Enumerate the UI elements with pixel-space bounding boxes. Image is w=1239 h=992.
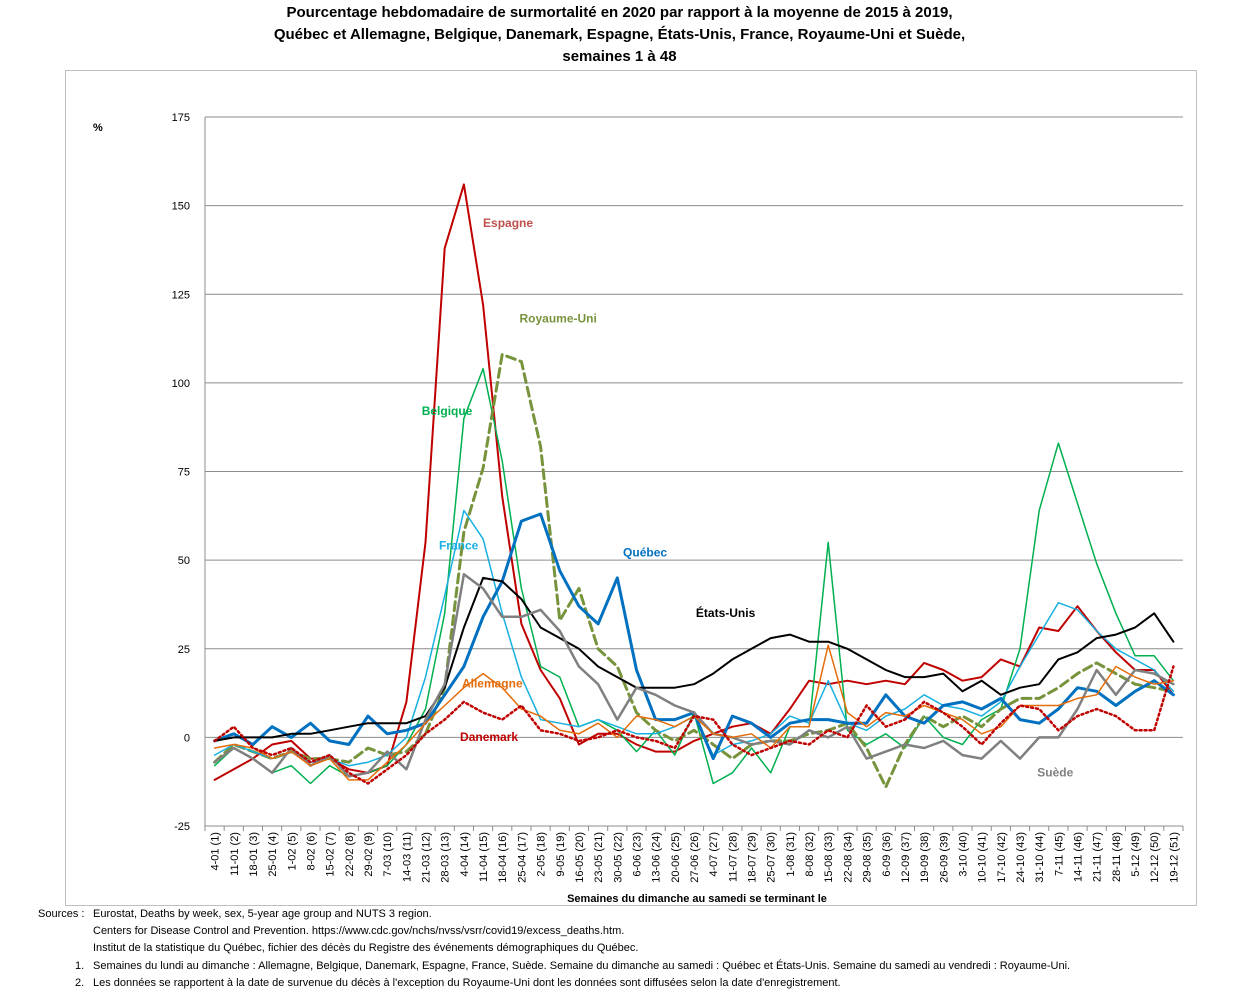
- source-eurostat: Eurostat, Deaths by week, sex, 5-year ag…: [93, 908, 432, 920]
- y-tick-label: 75: [178, 467, 190, 479]
- x-tick-label: 19-12 (51): [1168, 832, 1180, 883]
- x-tick-label: 25-07 (30): [766, 832, 778, 883]
- x-tick-label: 12-09 (37): [900, 832, 912, 883]
- x-tick-label: 4-07 (27): [708, 832, 720, 877]
- x-tick-label: 15-02 (7): [325, 832, 337, 877]
- x-tick-label: 24-10 (43): [1015, 832, 1027, 883]
- y-tick-label: 0: [184, 732, 190, 744]
- x-tick-label: 18-07 (29): [747, 832, 759, 883]
- x-tick-label: 2-05 (18): [536, 832, 548, 877]
- x-tick-label: 22-08 (34): [842, 832, 854, 883]
- chart-frame: [65, 70, 1197, 906]
- x-tick-label: 4-04 (14): [459, 832, 471, 877]
- x-tick-label: 1-08 (31): [785, 832, 797, 877]
- x-tick-label: 29-08 (35): [862, 832, 874, 883]
- x-tick-label: 25-04 (17): [516, 832, 528, 883]
- sources-label: Sources :: [38, 908, 85, 920]
- x-tick-label: 17-10 (42): [996, 832, 1008, 883]
- x-tick-label: 21-11 (47): [1092, 832, 1104, 882]
- x-tick-label: 23-05 (21): [593, 832, 605, 883]
- x-tick-label: 31-10 (44): [1034, 832, 1046, 883]
- x-tick-label: 27-06 (26): [689, 832, 701, 883]
- x-tick-label: 3-10 (40): [957, 832, 969, 877]
- chart-title-line-2: Québec et Allemagne, Belgique, Danemark,…: [273, 26, 966, 43]
- x-tick-label: 16-05 (20): [574, 832, 586, 883]
- x-tick-label: 12-12 (50): [1149, 832, 1161, 883]
- y-tick-label: 100: [172, 378, 190, 390]
- x-tick-label: 21-03 (12): [421, 832, 433, 883]
- series-label-royaume-uni: Royaume-Uni: [519, 312, 596, 326]
- x-tick-label: 26-09 (39): [938, 832, 950, 883]
- x-tick-label: 14-03 (11): [401, 832, 413, 882]
- series-line-espagne: [213, 183, 1175, 781]
- series-labels: Espagne Belgique Royaume-Uni France Québec Ét…: [422, 216, 1074, 779]
- series-line-france: [213, 509, 1175, 767]
- y-tick-label: -25: [174, 821, 190, 833]
- source-isq: Institut de la statistique du Québec, fi…: [93, 942, 639, 954]
- series-lines: [213, 183, 1175, 789]
- series-line-etats-unis: [213, 576, 1175, 742]
- y-tick-label: 125: [172, 289, 190, 301]
- note-2: Les données se rapportent à la date de s…: [93, 977, 841, 989]
- x-axis: 4-01 (1) 11-01 (2) 18-01 (3) 25-01 (4) 1-02 …: [204, 117, 1184, 883]
- y-tick-label: 25: [178, 644, 190, 656]
- x-tick-label: 10-10 (41): [977, 832, 989, 883]
- line-chart: -25 0 25 50 75 100 125 150 175 4-01 (1) 11-01 (2)…: [93, 112, 1184, 905]
- series-line-royaume-uni: [213, 353, 1175, 789]
- series-label-france: France: [439, 538, 479, 552]
- series-label-suede: Suède: [1037, 765, 1073, 779]
- x-tick-label: 11-07 (28): [727, 832, 739, 882]
- series-label-allemagne: Allemagne: [462, 677, 523, 691]
- x-tick-label: 9-05 (19): [555, 832, 567, 877]
- series-line-danemark: [213, 665, 1175, 785]
- x-tick-label: 1-02 (5): [286, 832, 298, 871]
- x-tick-label: 14-11 (46): [1073, 832, 1085, 882]
- y-tick-label: 150: [172, 201, 190, 213]
- x-tick-label: 19-09 (38): [919, 832, 931, 883]
- chart-title-line-1: Pourcentage hebdomadaire de surmortalité…: [286, 4, 953, 21]
- x-tick-label: 18-01 (3): [248, 832, 260, 877]
- x-tick-label: 30-05 (22): [612, 832, 624, 883]
- chart-title: Pourcentage hebdomadaire de surmortalité…: [0, 2, 1239, 68]
- series-label-quebec: Québec: [623, 546, 667, 560]
- x-tick-label: 5-12 (49): [1130, 832, 1142, 877]
- y-tick-label: 50: [178, 555, 190, 567]
- series-line-suede: [213, 573, 1175, 778]
- chart-title-line-3: semaines 1 à 48: [562, 48, 677, 65]
- series-label-espagne: Espagne: [483, 216, 533, 230]
- x-tick-label: 8-02 (6): [305, 832, 317, 871]
- series-label-belgique: Belgique: [422, 404, 473, 418]
- x-tick-label: 4-01 (1): [210, 832, 222, 871]
- x-tick-label: 15-08 (33): [823, 832, 835, 883]
- x-tick-label: 11-01 (2): [229, 832, 241, 876]
- x-tick-label: 20-06 (25): [670, 832, 682, 883]
- x-tick-label: 29-02 (9): [363, 832, 375, 877]
- note-1-number: 1.: [75, 960, 85, 972]
- x-tick-label: 28-11 (48): [1111, 832, 1123, 882]
- x-tick-label: 8-08 (32): [804, 832, 816, 877]
- y-axis-ticks: -25 0 25 50 75 100 125 150 175: [172, 112, 190, 833]
- note-1: Semaines du lundi au dimanche : Allemagn…: [93, 960, 1071, 972]
- x-tick-label: 18-04 (16): [497, 832, 509, 883]
- series-label-danemark: Danemark: [460, 730, 518, 744]
- y-axis-label: %: [93, 122, 103, 134]
- x-tick-label: 6-09 (36): [881, 832, 893, 877]
- x-tick-label: 11-04 (15): [478, 832, 490, 882]
- x-tick-label: 7-11 (45): [1053, 832, 1065, 876]
- x-tick-label: 13-06 (24): [651, 832, 663, 883]
- x-tick-label: 7-03 (10): [382, 832, 394, 877]
- x-axis-label: Semaines du dimanche au samedi se termin…: [567, 893, 827, 905]
- grid-lines: [205, 116, 1183, 827]
- x-tick-label: 6-06 (23): [631, 832, 643, 877]
- x-tick-label: 22-02 (8): [344, 832, 356, 877]
- series-line-quebec: [213, 512, 1175, 761]
- note-2-number: 2.: [75, 977, 85, 989]
- y-tick-label: 175: [172, 112, 190, 124]
- x-tick-label: 28-03 (13): [440, 832, 452, 883]
- x-tick-label: 25-01 (4): [267, 832, 279, 877]
- source-cdc: Centers for Disease Control and Preventi…: [93, 925, 625, 937]
- series-label-etats-unis: États-Unis: [696, 605, 756, 620]
